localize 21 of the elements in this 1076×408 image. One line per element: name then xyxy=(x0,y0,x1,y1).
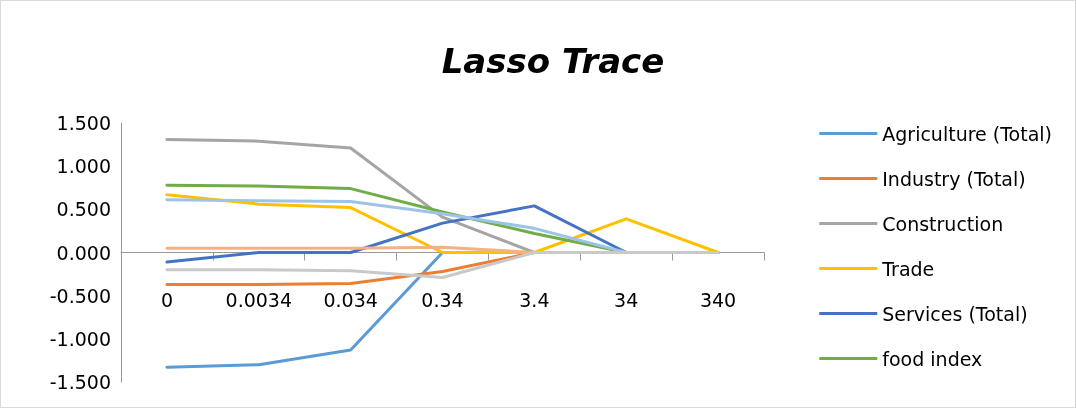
y-tick-label: 1.500 xyxy=(56,112,111,134)
legend-label: Trade xyxy=(881,257,935,280)
y-tick-label: 0.500 xyxy=(56,198,111,221)
x-tick-label: 0.0034 xyxy=(225,288,293,311)
x-tick-label: 34 xyxy=(614,288,639,311)
legend-label: Construction xyxy=(882,212,1004,235)
x-tick-label: 0.034 xyxy=(323,288,378,311)
x-tick-label: 340 xyxy=(699,288,737,311)
legend-label: Services (Total) xyxy=(882,302,1028,325)
y-tick-label: 0.000 xyxy=(56,241,111,264)
y-tick-label: -0.500 xyxy=(49,284,111,307)
y-tick-label: -1.500 xyxy=(49,371,111,393)
chart-title: Lasso Trace xyxy=(441,41,665,81)
legend-label: Agriculture (Total) xyxy=(882,122,1053,145)
x-tick-label: 0 xyxy=(160,288,173,311)
y-tick-label: -1.000 xyxy=(49,327,111,350)
x-tick-label: 0.34 xyxy=(421,288,464,311)
legend-label: Industry (Total) xyxy=(882,167,1026,190)
x-tick-label: 3.4 xyxy=(519,288,550,311)
y-tick-label: 1.000 xyxy=(56,155,111,178)
legend-label: food index xyxy=(882,347,983,370)
